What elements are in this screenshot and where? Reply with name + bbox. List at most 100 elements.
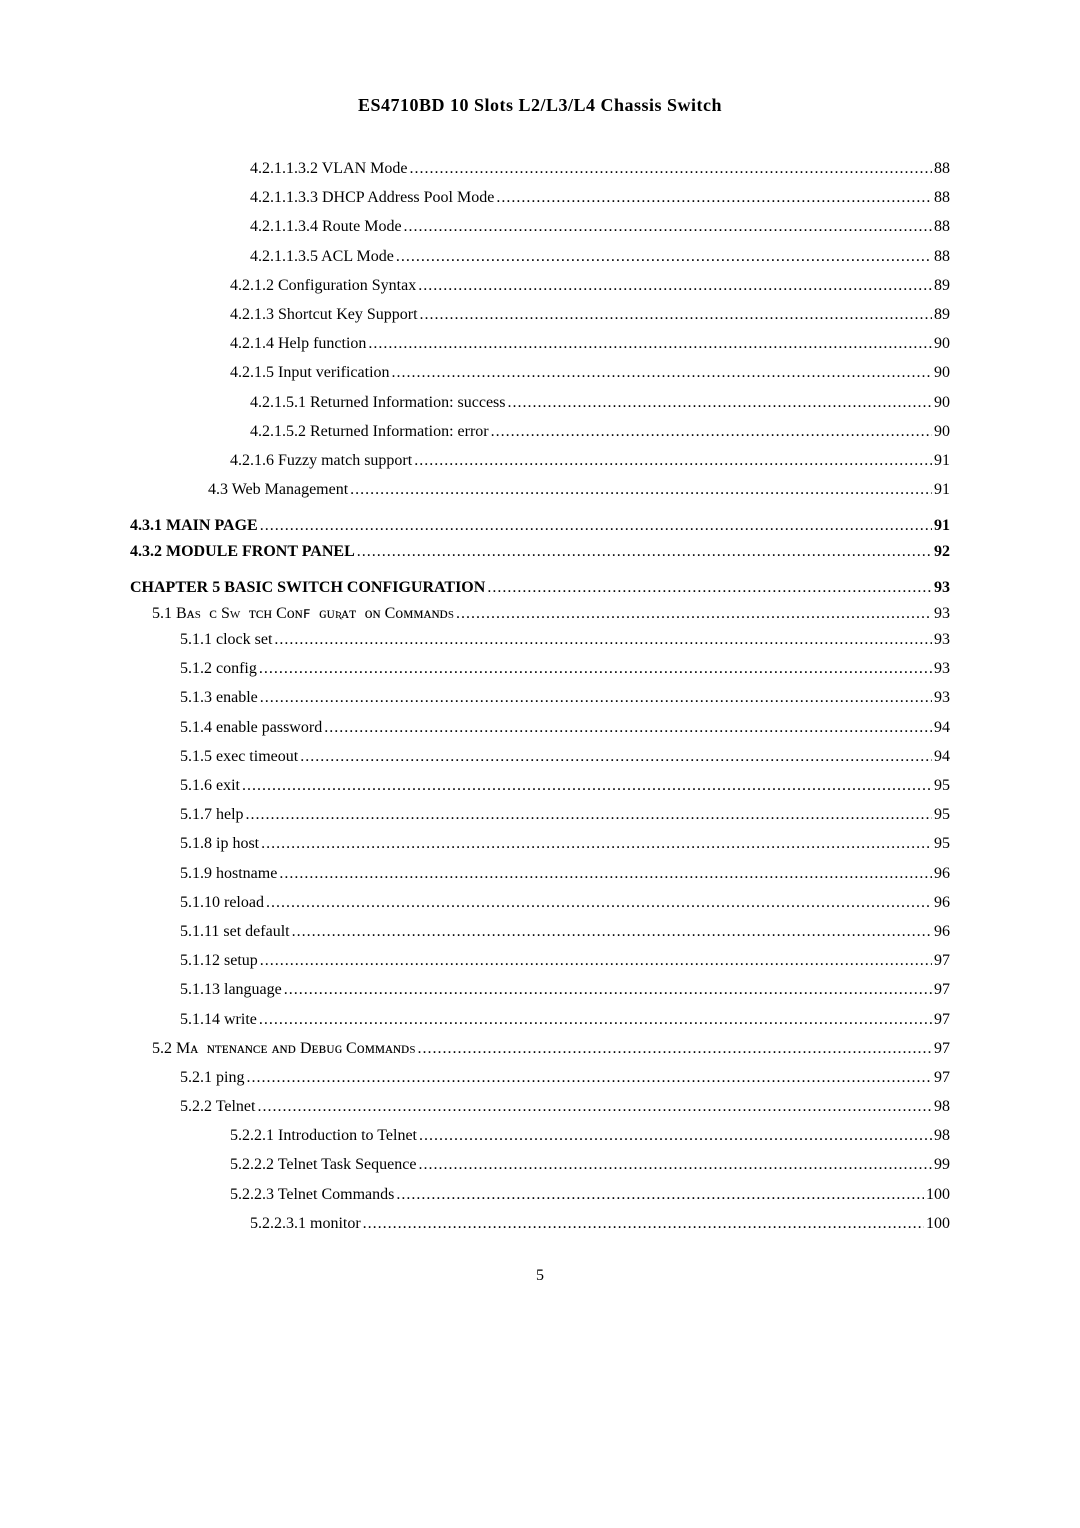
toc-entry-page: 90 bbox=[934, 336, 950, 352]
toc-entry[interactable]: 5.2.2.2 Telnet Task Sequence99 bbox=[130, 1157, 950, 1173]
toc-entry[interactable]: 5.2.2.1 Introduction to Telnet 98 bbox=[130, 1128, 950, 1144]
toc-dot-leader bbox=[487, 580, 932, 596]
toc-entry[interactable]: 4.2.1.1.3.5 ACL Mode88 bbox=[130, 249, 950, 265]
toc-entry[interactable]: 5.1.2 config93 bbox=[130, 661, 950, 677]
toc-entry-page: 97 bbox=[934, 1041, 950, 1057]
toc-dot-leader bbox=[368, 336, 932, 352]
toc-dot-leader bbox=[363, 1216, 924, 1232]
toc-dot-leader bbox=[420, 307, 932, 323]
toc-entry[interactable]: 4.2.1.3 Shortcut Key Support 89 bbox=[130, 307, 950, 323]
toc-entry-page: 98 bbox=[934, 1128, 950, 1144]
toc-entry[interactable]: 5.1.4 enable password 94 bbox=[130, 720, 950, 736]
toc-dot-leader bbox=[419, 1128, 932, 1144]
toc-entry[interactable]: 5.1 Bᴀsɪᴄ Swɪᴛᴄʜ Cᴏɴꜰɪɢᴜʀᴀᴛɪᴏɴ Cᴏᴍᴍᴀɴᴅs 9… bbox=[130, 606, 950, 622]
toc-entry-label: 5.2 Mᴀɪɴᴛᴇɴᴀɴᴄᴇ ᴀɴᴅ Dᴇʙᴜɢ Cᴏᴍᴍᴀɴᴅs bbox=[152, 1041, 415, 1057]
table-of-contents: 4.2.1.1.3.2 VLAN Mode88 4.2.1.1.3.3 DHCP … bbox=[130, 161, 950, 1232]
toc-entry[interactable]: 4.2.1.2 Configuration Syntax89 bbox=[130, 278, 950, 294]
toc-entry-label: 4.2.1.6 Fuzzy match support bbox=[230, 453, 412, 469]
toc-dot-leader bbox=[246, 807, 932, 823]
toc-entry-label: 4.2.1.5 Input verification bbox=[230, 365, 390, 381]
toc-entry[interactable]: 5.1.7 help95 bbox=[130, 807, 950, 823]
toc-entry[interactable]: 5.1.5 exec timeout94 bbox=[130, 749, 950, 765]
toc-entry-page: 91 bbox=[934, 453, 950, 469]
toc-entry-page: 98 bbox=[934, 1099, 950, 1115]
toc-dot-leader bbox=[261, 836, 932, 852]
toc-entry[interactable]: 4.2.1.5.2 Returned Information: error 90 bbox=[130, 424, 950, 440]
toc-entry[interactable]: 5.2.2 Telnet 98 bbox=[130, 1099, 950, 1115]
toc-entry-page: 94 bbox=[934, 720, 950, 736]
toc-entry[interactable]: 4.2.1.6 Fuzzy match support 91 bbox=[130, 453, 950, 469]
toc-entry[interactable]: 5.1.1 clock set93 bbox=[130, 632, 950, 648]
toc-dot-leader bbox=[418, 1157, 932, 1173]
toc-entry[interactable]: 4.2.1.5 Input verification 90 bbox=[130, 365, 950, 381]
toc-entry-page: 93 bbox=[934, 580, 950, 596]
toc-dot-leader bbox=[409, 161, 932, 177]
toc-entry[interactable]: 4.2.1.1.3.4 Route Mode88 bbox=[130, 219, 950, 235]
toc-dot-leader bbox=[284, 982, 932, 998]
toc-dot-leader bbox=[292, 924, 932, 940]
toc-entry-label: 5.1.8 ip host bbox=[180, 836, 259, 852]
toc-entry-page: 90 bbox=[934, 365, 950, 381]
toc-entry[interactable]: 5.1.3 enable93 bbox=[130, 690, 950, 706]
toc-entry[interactable]: 4.3 Web Management 91 bbox=[130, 482, 950, 498]
toc-entry[interactable]: 5.2.2.3 Telnet Commands100 bbox=[130, 1187, 950, 1203]
toc-entry-label: 4.2.1.3 Shortcut Key Support bbox=[230, 307, 418, 323]
toc-dot-leader bbox=[414, 453, 932, 469]
toc-entry-label: 4.2.1.1.3.4 Route Mode bbox=[250, 219, 402, 235]
toc-entry-label: 5.2.2 Telnet bbox=[180, 1099, 255, 1115]
toc-entry-page: 96 bbox=[934, 895, 950, 911]
toc-entry-page: 93 bbox=[934, 632, 950, 648]
toc-entry[interactable]: 4.3.2 MODULE FRONT PANEL92 bbox=[130, 544, 950, 560]
toc-dot-leader bbox=[417, 1041, 932, 1057]
toc-entry[interactable]: 5.1.11 set default96 bbox=[130, 924, 950, 940]
toc-entry-page: 96 bbox=[934, 866, 950, 882]
toc-dot-leader bbox=[324, 720, 932, 736]
toc-entry-label: 4.3 Web Management bbox=[208, 482, 348, 498]
toc-entry-label: 5.1.14 write bbox=[180, 1012, 257, 1028]
toc-entry[interactable]: 5.1.8 ip host 95 bbox=[130, 836, 950, 852]
toc-entry-page: 97 bbox=[934, 1012, 950, 1028]
toc-entry-label: 5.1.4 enable password bbox=[180, 720, 322, 736]
toc-entry-page: 89 bbox=[934, 307, 950, 323]
toc-entry-page: 93 bbox=[934, 606, 950, 622]
toc-entry-page: 90 bbox=[934, 424, 950, 440]
toc-entry[interactable]: 5.2.2.3.1 monitor100 bbox=[130, 1216, 950, 1232]
toc-entry-page: 100 bbox=[926, 1216, 950, 1232]
toc-entry[interactable]: 5.2.1 ping97 bbox=[130, 1070, 950, 1086]
toc-entry-label: 4.2.1.2 Configuration Syntax bbox=[230, 278, 416, 294]
toc-entry-page: 91 bbox=[934, 482, 950, 498]
toc-entry[interactable]: 4.2.1.5.1 Returned Information: success9… bbox=[130, 395, 950, 411]
toc-entry[interactable]: 5.1.10 reload 96 bbox=[130, 895, 950, 911]
toc-entry-label: 4.3.1 MAIN PAGE bbox=[130, 518, 258, 534]
toc-entry[interactable]: CHAPTER 5 BASIC SWITCH CONFIGURATION93 bbox=[130, 580, 950, 596]
toc-entry[interactable]: 5.1.12 setup97 bbox=[130, 953, 950, 969]
page-header-title: ES4710BD 10 Slots L2/L3/L4 Chassis Switc… bbox=[130, 95, 950, 116]
toc-entry-label: 5.1.10 reload bbox=[180, 895, 264, 911]
toc-entry-label: 5.1 Bᴀsɪᴄ Swɪᴛᴄʜ Cᴏɴꜰɪɢᴜʀᴀᴛɪᴏɴ Cᴏᴍᴍᴀɴᴅs bbox=[152, 606, 454, 622]
toc-entry-page: 95 bbox=[934, 807, 950, 823]
toc-dot-leader bbox=[350, 482, 932, 498]
toc-entry[interactable]: 5.1.14 write 97 bbox=[130, 1012, 950, 1028]
toc-dot-leader bbox=[274, 632, 932, 648]
toc-dot-leader bbox=[392, 365, 932, 381]
toc-entry[interactable]: 4.2.1.1.3.2 VLAN Mode88 bbox=[130, 161, 950, 177]
toc-entry[interactable]: 4.3.1 MAIN PAGE91 bbox=[130, 518, 950, 534]
toc-entry-page: 94 bbox=[934, 749, 950, 765]
toc-entry[interactable]: 5.1.9 hostname96 bbox=[130, 866, 950, 882]
toc-entry[interactable]: 4.2.1.4 Help function90 bbox=[130, 336, 950, 352]
toc-entry-page: 95 bbox=[934, 836, 950, 852]
toc-entry-label: 5.2.1 ping bbox=[180, 1070, 244, 1086]
toc-dot-leader bbox=[246, 1070, 932, 1086]
toc-dot-leader bbox=[259, 1012, 932, 1028]
toc-entry-label: 4.2.1.5.2 Returned Information: error bbox=[250, 424, 489, 440]
toc-dot-leader bbox=[300, 749, 932, 765]
toc-entry[interactable]: 4.2.1.1.3.3 DHCP Address Pool Mode88 bbox=[130, 190, 950, 206]
toc-entry[interactable]: 5.1.6 exit95 bbox=[130, 778, 950, 794]
toc-entry-label: 5.2.2.1 Introduction to Telnet bbox=[230, 1128, 417, 1144]
toc-entry[interactable]: 5.1.13 language97 bbox=[130, 982, 950, 998]
toc-entry[interactable]: 5.2 Mᴀɪɴᴛᴇɴᴀɴᴄᴇ ᴀɴᴅ Dᴇʙᴜɢ Cᴏᴍᴍᴀɴᴅs 97 bbox=[130, 1041, 950, 1057]
toc-dot-leader bbox=[508, 395, 933, 411]
toc-entry-label: 4.2.1.1.3.2 VLAN Mode bbox=[250, 161, 407, 177]
toc-entry-page: 96 bbox=[934, 924, 950, 940]
toc-dot-leader bbox=[259, 661, 932, 677]
